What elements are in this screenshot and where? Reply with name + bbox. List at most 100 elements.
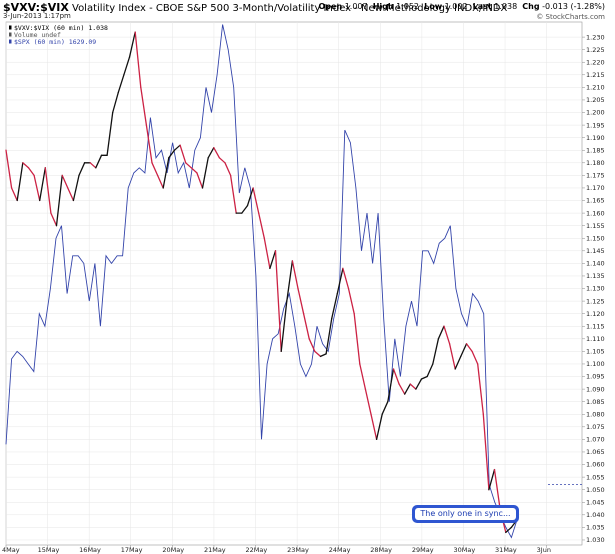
series-layer (5, 24, 582, 539)
y-tick-label: 1.225 (586, 46, 605, 54)
ratio-segment (78, 162, 86, 177)
y-tick-label: 1.105 (586, 348, 605, 356)
annotation-text: The only one in sync... (415, 508, 516, 520)
ratio-segment (331, 292, 338, 320)
high-label: High (372, 2, 394, 11)
ratio-segment (319, 353, 327, 358)
y-tick-label: 1.075 (586, 423, 605, 431)
ratio-segment (168, 149, 176, 159)
ratio-segment (314, 350, 322, 358)
ratio-segment (67, 187, 75, 202)
open-value: 1.007 (344, 2, 368, 11)
plot-frame (5, 21, 583, 546)
ratio-segment (22, 162, 30, 169)
ratio-segment (347, 287, 355, 315)
last-label: Last (472, 2, 492, 11)
ratio-segment (241, 204, 249, 214)
y-tick-label: 1.165 (586, 197, 605, 205)
ratio-segment (409, 383, 417, 390)
ratio-segment (286, 260, 294, 302)
ratio-segment (246, 187, 254, 207)
x-tick-label: 22May (246, 546, 268, 554)
ratio-segment (308, 338, 316, 353)
y-tick-label: 1.050 (586, 486, 605, 494)
title-text: Volatility Index - CBOE S&P 500 3-Month/… (72, 3, 451, 14)
y-tick-label: 1.135 (586, 272, 605, 280)
ratio-segment (398, 383, 406, 395)
y-tick-label: 1.180 (586, 159, 605, 167)
x-tick-label: 16May (79, 546, 101, 554)
ratio-segment (61, 174, 69, 189)
ratio-segment (224, 162, 232, 177)
y-tick-label: 1.200 (586, 109, 605, 117)
ratio-segment (55, 174, 63, 227)
ratio-segment (448, 343, 456, 370)
y-tick-label: 1.150 (586, 234, 605, 242)
ratio-segment (336, 267, 344, 295)
x-tick-label: 15May (38, 546, 60, 554)
x-tick-label: 17May (121, 546, 143, 554)
x-tick-label: 21May (204, 546, 226, 554)
ratio-segment (44, 167, 52, 214)
chg-value: -0.013 (-1.28%) (542, 2, 605, 11)
ratio-segment (415, 378, 423, 390)
ratio-segment (151, 162, 159, 177)
y-tick-label: 1.210 (586, 84, 605, 92)
ratio-segment (493, 468, 501, 511)
ratio-segment (454, 355, 462, 370)
x-tick-label: 4May (2, 546, 20, 554)
y-tick-label: 1.045 (586, 498, 605, 506)
y-axis: 1.030 1.035 1.040 1.045 1.050 1.055 1.060 1.065… (582, 33, 605, 544)
exchange: INDX/INDX (454, 3, 508, 14)
ratio-segment (33, 174, 41, 202)
ratio-segment (342, 267, 350, 290)
x-tick-label: 23May (287, 546, 309, 554)
ratio-segment (27, 167, 35, 177)
chg-label: Chg (522, 2, 540, 11)
legend-entry: $VXV:$VIX (60 min) 1.038 (14, 24, 108, 32)
ratio-segment (190, 167, 198, 174)
ratio-segment (477, 363, 484, 415)
y-tick-label: 1.085 (586, 398, 605, 406)
y-tick-label: 1.115 (586, 322, 605, 330)
y-tick-label: 1.035 (586, 524, 605, 532)
legend-entry: Volume undef (14, 31, 61, 39)
y-tick-label: 1.040 (586, 511, 605, 519)
high-value: 1.052 (396, 2, 420, 11)
ratio-segment (269, 250, 277, 270)
ratio-segment (218, 157, 226, 164)
ratio-segment (420, 375, 428, 380)
y-tick-label: 1.030 (586, 536, 605, 544)
ratio-segment (95, 154, 103, 169)
y-tick-label: 1.160 (586, 209, 605, 217)
timestamp: 3-Jun-2013 1:17pm (3, 12, 71, 20)
y-tick-label: 1.070 (586, 436, 605, 444)
y-tick-label: 1.185 (586, 146, 605, 154)
ratio-segment (72, 174, 80, 202)
y-tick-label: 1.155 (586, 222, 605, 230)
ratio-segment (173, 144, 181, 151)
ratio-segment (302, 313, 310, 340)
ratio-segment (404, 383, 411, 395)
y-tick-label: 1.120 (586, 310, 605, 318)
x-tick-label: 20May (162, 546, 184, 554)
ratio-segment (505, 526, 513, 534)
ratio-segment (471, 350, 479, 365)
legend-entry: $SPX (60 min) 1629.09 (14, 38, 96, 46)
ratio-segment (229, 174, 237, 214)
copyright: © StockCharts.com (536, 13, 605, 21)
ratio-segment (274, 250, 282, 353)
series-spx-line (5, 24, 518, 539)
low-value: 1.002 (444, 2, 468, 11)
ratio-segment (5, 149, 13, 189)
y-tick-label: 1.170 (586, 184, 605, 192)
ratio-segment (392, 368, 400, 385)
chart-header: $VXV:$VIX Volatility Index - CBOE S&P 50… (0, 0, 615, 22)
ratio-segment (196, 172, 204, 189)
ratio-segment (482, 413, 490, 491)
ratio-segment (291, 260, 299, 290)
y-tick-label: 1.125 (586, 297, 605, 305)
chart-title: $VXV:$VIX Volatility Index - CBOE S&P 50… (3, 1, 507, 14)
